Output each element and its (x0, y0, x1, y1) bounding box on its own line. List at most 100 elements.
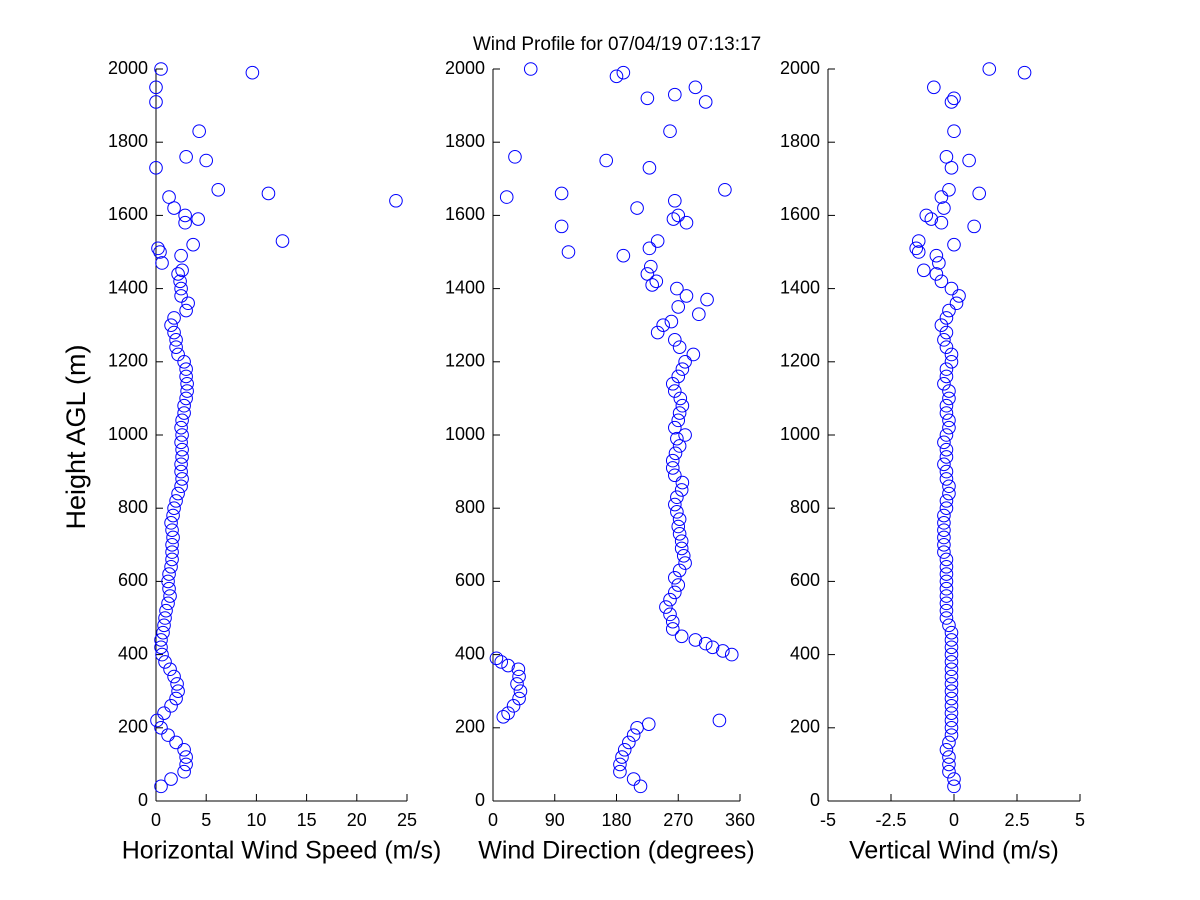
data-point (939, 398, 954, 413)
y-tick-label: 0 (138, 790, 148, 810)
y-tick-label: 1000 (445, 424, 485, 444)
data-point (937, 530, 951, 545)
x-tick-label: 0 (151, 810, 161, 830)
data-point (724, 647, 739, 662)
data-point (672, 527, 687, 541)
x-tick-label: 180 (601, 810, 631, 830)
data-point (164, 516, 178, 530)
data-point (164, 772, 178, 786)
data-point (937, 457, 951, 472)
data-point (161, 574, 175, 589)
data-point (939, 501, 954, 516)
data-point (939, 611, 954, 625)
data-point (665, 461, 680, 475)
data-point (937, 545, 951, 559)
data-point (165, 545, 179, 559)
data-point (670, 281, 684, 296)
data-point (167, 325, 181, 340)
data-point (939, 603, 954, 618)
data-point (929, 248, 944, 263)
data-point (944, 95, 959, 109)
data-point (944, 633, 959, 647)
data-point (668, 570, 682, 585)
data-point (186, 237, 200, 252)
data-point (944, 647, 959, 662)
data-point (670, 490, 684, 505)
y-axis-label: Height AGL (m) (61, 344, 91, 529)
data-point (942, 479, 956, 494)
data-point (158, 611, 172, 625)
data-point (1017, 65, 1032, 80)
data-point (939, 464, 954, 479)
data-point (932, 256, 946, 270)
data-point (712, 713, 727, 728)
data-point (626, 728, 641, 742)
data-point (554, 219, 569, 234)
data-point (164, 559, 178, 574)
data-point (169, 340, 183, 354)
data-point (663, 124, 677, 139)
x-tick-label: 15 (297, 810, 317, 830)
data-point (942, 486, 956, 501)
data-point (175, 413, 189, 428)
data-point (924, 212, 939, 226)
data-point (675, 475, 690, 490)
data-point (668, 420, 682, 435)
data-point (668, 446, 683, 461)
y-tick-label: 200 (790, 717, 820, 737)
data-point (944, 684, 959, 699)
y-tick-label: 1600 (445, 204, 485, 224)
y-tick-label: 1800 (780, 131, 820, 151)
data-point (153, 245, 167, 259)
data-point (179, 391, 193, 406)
data-point (972, 186, 987, 201)
data-point (942, 182, 956, 197)
data-point (665, 614, 680, 629)
y-tick-label: 600 (118, 570, 148, 590)
data-point (615, 750, 629, 764)
data-point (927, 80, 941, 95)
data-point (174, 435, 188, 450)
data-point (149, 161, 163, 175)
data-point (169, 333, 183, 347)
data-point (688, 633, 703, 647)
data-point (159, 603, 173, 618)
data-point (174, 281, 188, 296)
data-point (944, 161, 959, 175)
data-point (967, 219, 981, 234)
data-point (640, 91, 655, 106)
y-tick-label: 600 (790, 570, 820, 590)
data-point (674, 483, 689, 497)
y-tick-label: 1400 (108, 277, 148, 297)
data-point (508, 150, 522, 164)
data-point (698, 95, 713, 109)
data-point (698, 636, 713, 651)
data-point (947, 779, 961, 794)
x-axis-label: Horizontal Wind Speed (m/s) (122, 837, 442, 865)
data-point (180, 376, 194, 391)
data-point (157, 618, 171, 633)
data-point (175, 263, 189, 278)
data-point (911, 234, 926, 248)
data-point (156, 625, 170, 640)
data-point (178, 215, 192, 230)
data-point (511, 662, 526, 677)
data-point (166, 530, 180, 545)
data-point (162, 567, 176, 581)
y-tick-label: 1000 (108, 424, 148, 444)
data-point (671, 578, 686, 592)
x-tick-label: 360 (725, 810, 755, 830)
data-point (944, 706, 959, 720)
x-tick-label: 0 (488, 810, 498, 830)
data-point (718, 182, 732, 197)
data-point (626, 772, 641, 786)
data-point (157, 706, 171, 720)
data-point (942, 750, 956, 764)
x-axis-label: Wind Direction (degrees) (478, 837, 755, 865)
data-point (916, 263, 931, 278)
data-point (154, 633, 168, 647)
data-point (678, 428, 692, 442)
y-tick-label: 600 (455, 570, 485, 590)
